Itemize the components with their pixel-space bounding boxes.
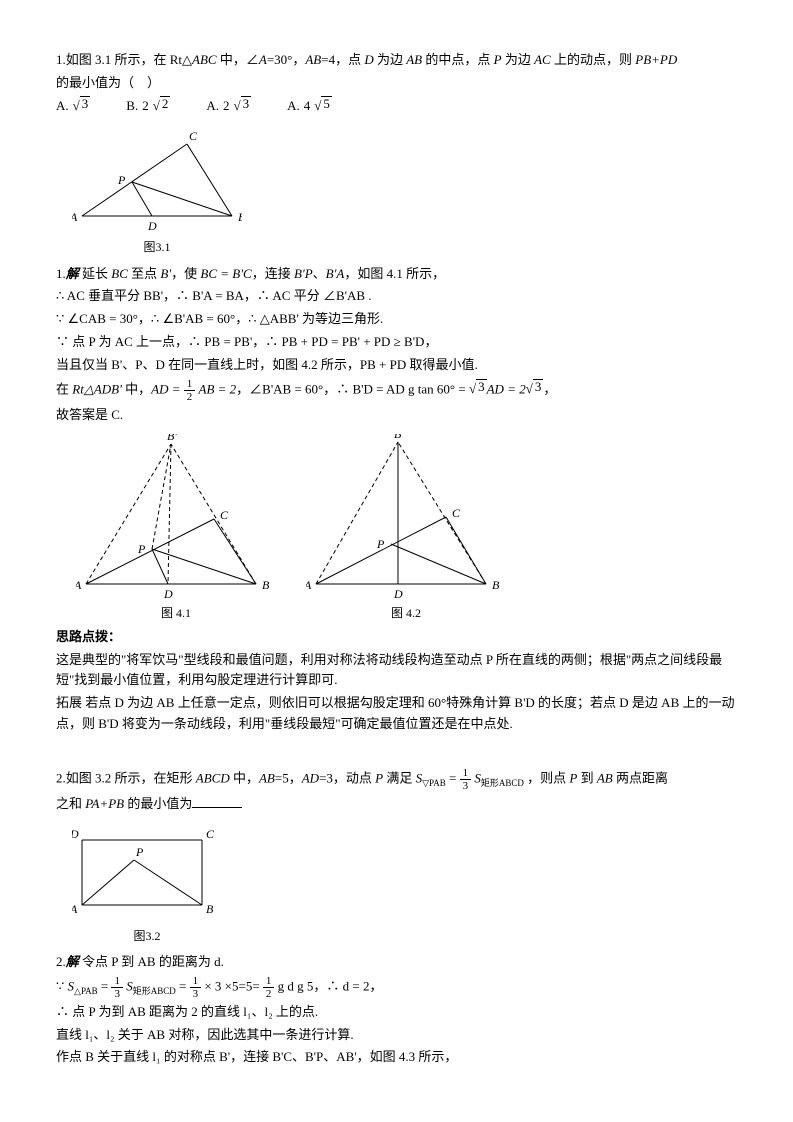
sol1-l6: 在 Rt△ADB' 中，AD = 12 AB = 2，∠B'AB = 60°，∴… [56,378,737,403]
sol2-l2: ∵ S△PAB = 13 S矩形ABCD = 13 × 3 ×5=5= 12 g… [56,975,737,1000]
sqrt-icon: 3 [233,96,251,117]
q1-option-a: A. 3 [56,96,90,117]
svg-text:B': B' [394,434,404,441]
svg-text:B: B [262,578,270,592]
sol1-l3: ∵ ∠CAB = 30°，∴ ∠B'AB = 60°，∴ △ABB' 为等边三角… [56,309,737,330]
answer-blank [192,794,242,808]
sol1-l5: 当且仅当 B'、P、D 在同一直线上时，如图 4.2 所示，PB + PD 取得… [56,355,737,376]
svg-text:P: P [376,537,385,551]
hint-p2: 拓展 若点 D 为边 AB 上任意一定点，则依旧可以根据勾股定理和 60°特殊角… [56,693,737,735]
svg-text:C: C [452,506,461,520]
rectangle-diagram-3-2: A B C D P [72,825,222,925]
svg-text:C: C [189,129,198,143]
q1-option-c: A. 23 [206,96,251,117]
triangle-diagram-3-1: A B C D P [72,126,242,236]
fraction: 13 [460,767,472,792]
figure-3-2: A B C D P 图3.2 [72,825,737,946]
triangle-diagram-4-1: A B C D P B' [76,434,276,604]
fig31-caption: 图3.1 [72,238,242,257]
q1-option-b: B. 22 [126,96,170,117]
q1-number: 1. [56,52,66,67]
figure-4-1: A B C D P B' 图 4.1 [76,434,276,623]
sol2-l5: 作点 B 关于直线 l₁ 的对称点 B'，连接 B'C、B'P、AB'，如图 4… [56,1047,737,1068]
q1-options: A. 3 B. 22 A. 23 A. 45 [56,96,737,117]
svg-text:B: B [238,210,242,224]
sqrt-icon: 2 [153,96,171,117]
sol1-l7: 故答案是 C. [56,405,737,426]
q1-option-d: A. 45 [287,96,332,117]
svg-text:D: D [147,219,157,233]
sol1-l4: ∵ 点 P 为 AC 上一点，∴ PB = PB'，∴ PB + PD = PB… [56,332,737,353]
sol2-l3: ∴ 点 P 为到 AB 距离为 2 的直线 l₁、l₂ 上的点. [56,1002,737,1023]
figure-row-4: A B C D P B' 图 4.1 A B C D P B' 图 4.2 [76,434,737,623]
fig32-caption: 图3.2 [72,927,222,946]
fraction: 12 [263,975,275,1000]
q2-stem2: 之和 PA+PB 的最小值为 [56,794,737,815]
svg-text:D: D [72,827,79,841]
svg-text:C: C [220,508,229,522]
svg-text:A: A [306,578,312,592]
sqrt-icon: 5 [314,96,332,117]
sol1-l2: ∴ AC 垂直平分 BB'，∴ B'A = BA，∴ AC 平分 ∠B'AB . [56,286,737,307]
fig42-caption: 图 4.2 [306,604,506,623]
svg-text:C: C [206,827,215,841]
sol2-l4: 直线 l₁、l₂ 关于 AB 对称，因此选其中一条进行计算. [56,1025,737,1046]
svg-text:A: A [72,902,78,916]
svg-text:A: A [76,578,82,592]
triangle-diagram-4-2: A B C D P B' [306,434,506,604]
hint-p1: 这是典型的"将军饮马"型线段和最值问题，利用对称法将动线段构造至动点 P 所在直… [56,650,737,692]
sol1-l1: 1.解 延长 BC 至点 B'，使 BC = B'C，连接 B'P、B'A，如图… [56,264,737,285]
svg-text:B': B' [167,434,177,443]
q2-stem: 2.如图 3.2 所示，在矩形 ABCD 中，AB=5，AD=3，动点 P 满足… [56,767,737,792]
figure-3-1: A B C D P 图3.1 [72,126,737,257]
fraction: 12 [184,378,196,403]
svg-text:P: P [117,173,126,187]
sqrt-icon: 3 [526,379,544,400]
fraction: 13 [111,975,123,1000]
figure-4-2: A B C D P B' 图 4.2 [306,434,506,623]
sqrt-icon: 3 [469,379,487,400]
q1-stem2: 的最小值为（ ） [56,73,737,94]
svg-text:D: D [163,587,173,601]
fraction: 13 [190,975,202,1000]
q1-stem: 1.如图 3.1 所示，在 Rt△ABC 中，∠A=30°，AB=4，点 D 为… [56,50,737,71]
svg-text:P: P [135,845,144,859]
svg-text:A: A [72,210,78,224]
sqrt-icon: 3 [73,96,91,117]
fig41-caption: 图 4.1 [76,604,276,623]
svg-text:P: P [137,542,146,556]
svg-text:D: D [393,587,403,601]
sol2-l1: 2.解 令点 P 到 AB 的距离为 d. [56,952,737,973]
svg-text:B: B [206,902,214,916]
hint-title: 思路点拨： [56,627,737,648]
svg-text:B: B [492,578,500,592]
